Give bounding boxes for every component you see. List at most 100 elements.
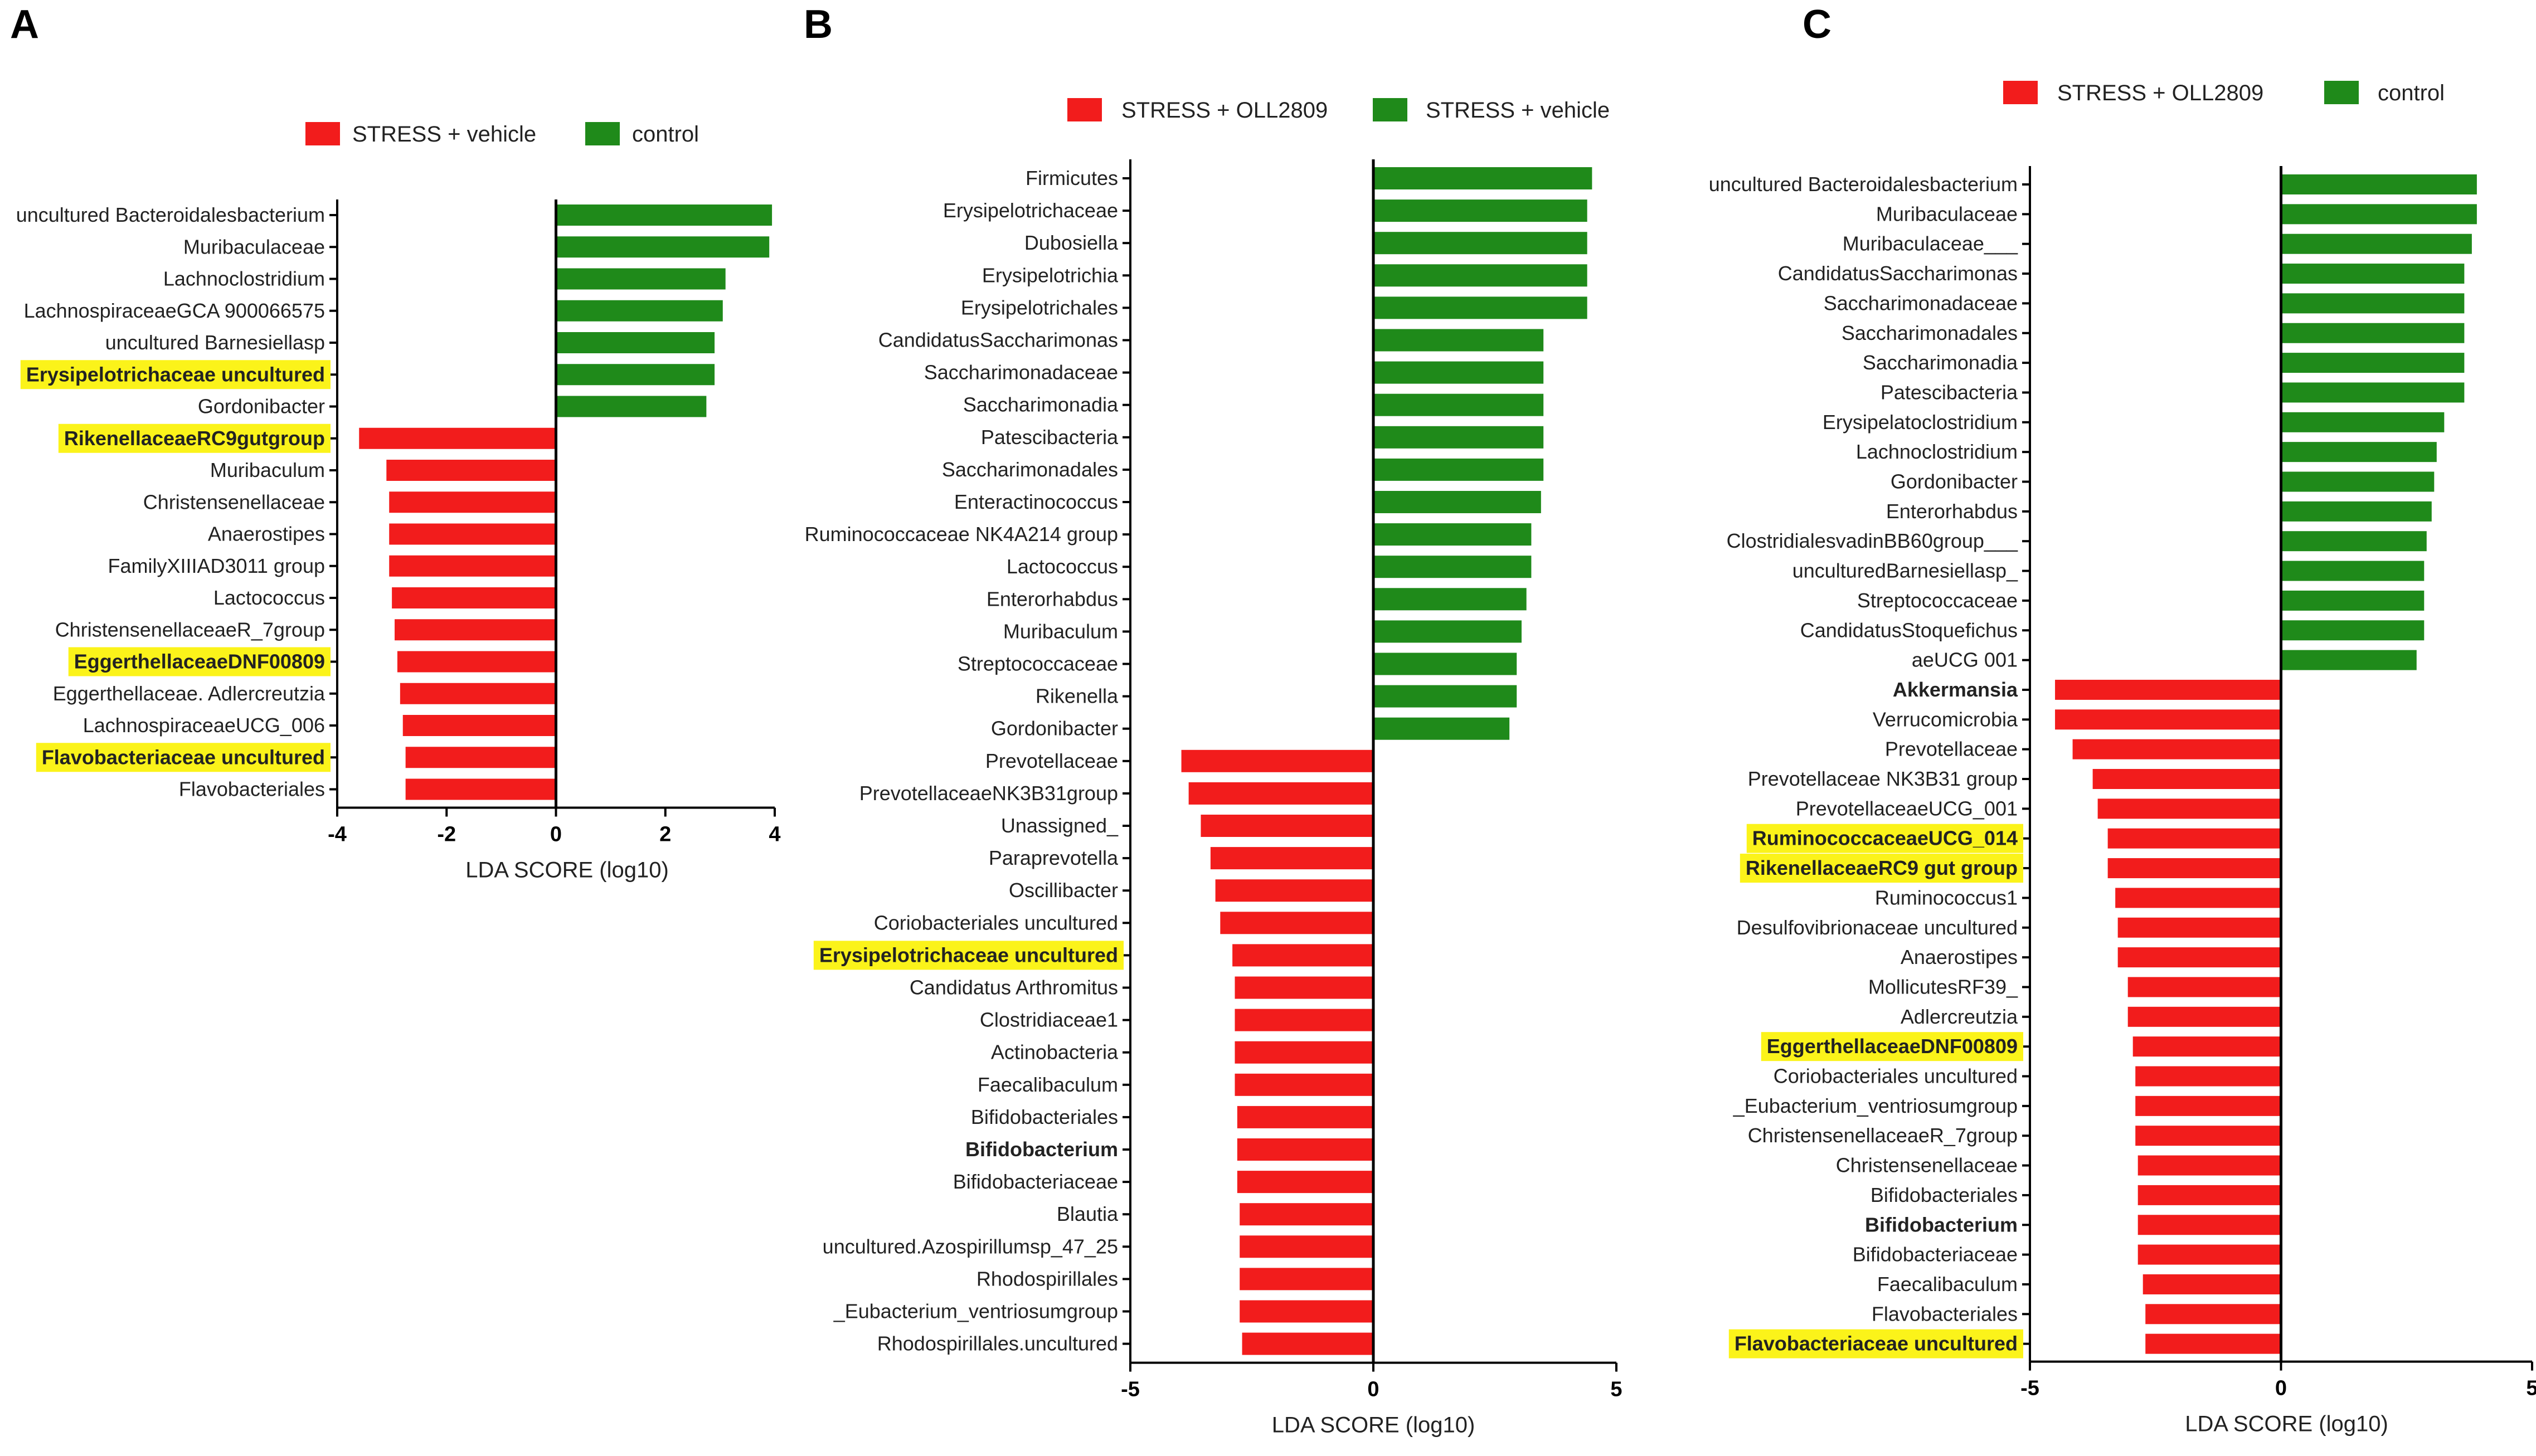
category-label: Anaerostipes [1901,946,2018,968]
category-label: Erysipelotrichaceae [943,199,1118,222]
category-label: Coriobacteriales uncultured [1774,1065,2018,1088]
category-label: Rhodospirillales.uncultured [877,1332,1118,1355]
panel-letter: A [10,2,39,47]
x-tick-label: -4 [328,823,347,846]
category-label: Bifidobacterium [1865,1213,2018,1236]
category-label: _Eubacterium_ventriosumgroup [1733,1094,2018,1117]
bar [389,523,556,545]
panel-letter: C [1803,2,1831,47]
bar [2072,739,2281,759]
bar [1240,1203,1373,1226]
category-label: Ruminococcus1 [1875,886,2018,909]
category-label: Firmicutes [1026,167,1118,189]
bar [1240,1268,1373,1291]
bar [405,778,556,800]
bar [386,460,556,481]
category-label: CandidatusStoquefichus [1800,619,2018,641]
category-label: EggerthellaceaeDNF00809 [1767,1035,2018,1058]
category-label: Erysipelatoclostridium [1823,411,2018,434]
panel-a: A STRESS + vehicle control uncultured Bacte… [10,2,781,883]
bar [556,204,773,226]
category-label: Christensenellaceae [143,490,325,513]
legend-label: STRESS + OLL2809 [2057,81,2263,105]
category-label: Oscillibacter [1009,879,1118,902]
category-label: Desulfovibrionaceae uncultured [1737,916,2018,939]
x-axis-title: LDA SCORE (log10) [2185,1412,2388,1436]
label-highlight [1740,854,2023,883]
bar [400,683,556,704]
bar [1373,167,1592,189]
category-label: Patescibacteria [981,426,1119,449]
bar [1373,523,1532,546]
panel-b: B STRESS + OLL2809 STRESS + vehicle Firmicu… [804,2,1622,1438]
category-label: Dubosiella [1024,231,1119,254]
category-label: Patescibacteria [1881,381,2018,403]
category-label: Blautia [1057,1202,1119,1225]
bar [2281,204,2477,225]
legend: STRESS + OLL2809 control [2003,81,2445,105]
bar [1242,1332,1373,1355]
bar [2145,1333,2281,1354]
category-label: Lactococcus [213,586,325,609]
bar [2117,947,2281,968]
bar [2143,1274,2281,1294]
x-axis-title: LDA SCORE (log10) [1272,1413,1475,1438]
bar [2137,1155,2281,1176]
legend-swatch [585,122,620,145]
bar [1237,1138,1373,1161]
bar [1235,976,1373,999]
bar [389,555,556,577]
bar [1373,620,1522,643]
x-tick-label: 2 [659,823,671,846]
category-label: Bifidobacteriaceae [953,1170,1118,1193]
x-tick-label: 4 [769,823,780,846]
category-label: LachnospiraceaeUCG_006 [83,714,325,737]
category-label: Muribaculum [210,459,325,481]
bar [1373,458,1544,481]
category-label: Lachnoclostridium [1856,440,2018,463]
category-label: Prevotellaceae [1885,738,2018,761]
category-label: ChristensenellaceaeR_7group [1748,1124,2018,1147]
bar [2127,1006,2281,1027]
category-label: Enteractinococcus [954,490,1118,513]
category-label: Erysipelotrichaceae uncultured [819,943,1118,966]
bar [2281,264,2465,284]
x-tick-label: 5 [2526,1377,2536,1400]
bar [556,236,770,258]
bar [2107,828,2281,849]
bar [395,619,556,641]
bar [2281,382,2465,403]
category-label: Flavobacteriales [179,778,325,801]
bar [1373,685,1517,708]
category-label: Enterorhabdus [987,587,1118,610]
category-label: Paraprevotella [989,846,1119,869]
category-label: Christensenellaceae [1836,1154,2018,1177]
bar [2281,174,2477,194]
bar [1373,717,1510,740]
category-label: Clostridiaceae1 [980,1009,1118,1031]
label-highlight [68,647,331,676]
category-label: Akkermansia [1893,678,2018,701]
bar [1215,879,1373,902]
bar [1373,588,1527,611]
x-tick-label: -5 [1121,1378,1140,1401]
bar [1373,296,1587,319]
legend-swatch [1067,98,1102,121]
category-label: Gordonibacter [1891,470,2018,493]
category-label: Bifidobacteriales [1871,1184,2018,1206]
bar [1240,1300,1373,1323]
x-tick-label: 0 [550,823,562,846]
legend-label: control [2378,81,2445,105]
category-label: Adlercreutzia [1901,1005,2018,1028]
category-label: Lactococcus [1007,555,1118,578]
bar [1373,491,1541,513]
legend-swatch [1373,98,1407,121]
category-label: aeUCG 001 [1912,649,2018,671]
bar [1235,1009,1373,1031]
bar [389,491,556,513]
bar [1237,1106,1373,1128]
bar [1210,847,1373,870]
bar [1373,329,1544,352]
bar [556,364,715,386]
